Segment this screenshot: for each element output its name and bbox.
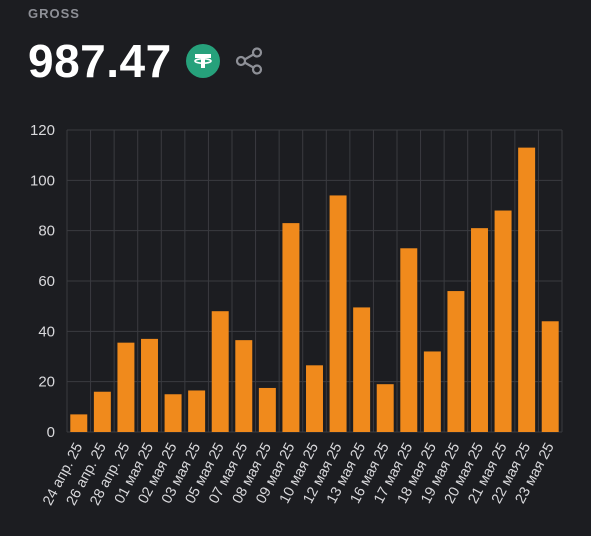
share-icon[interactable] bbox=[232, 44, 266, 78]
y-tick-label: 80 bbox=[38, 223, 55, 240]
y-tick-label: 100 bbox=[30, 172, 55, 189]
y-tick-label: 60 bbox=[38, 273, 55, 290]
bar bbox=[282, 223, 300, 432]
bar bbox=[518, 147, 536, 432]
gross-label: GROSS bbox=[28, 6, 80, 21]
bar bbox=[258, 387, 276, 432]
bar bbox=[188, 390, 206, 432]
y-tick-label: 20 bbox=[38, 374, 55, 391]
total-value: 987.47 bbox=[28, 35, 172, 87]
gross-chart: 0 20 40 60 80 100 120 24 апр. 25 26 апр. 25 28 ап… bbox=[0, 110, 591, 531]
bar bbox=[423, 351, 441, 432]
tether-icon bbox=[185, 44, 220, 78]
bar bbox=[306, 365, 323, 432]
bar bbox=[164, 394, 182, 432]
bar bbox=[376, 384, 394, 432]
bar bbox=[211, 311, 229, 432]
bar bbox=[494, 210, 512, 432]
y-tick-label: 40 bbox=[38, 323, 55, 340]
bar bbox=[541, 321, 559, 432]
bar bbox=[235, 340, 253, 432]
bar bbox=[117, 342, 135, 432]
bar bbox=[353, 307, 371, 432]
bar bbox=[471, 228, 488, 432]
bar bbox=[141, 338, 158, 432]
bar bbox=[93, 391, 111, 432]
y-tick-label: 120 bbox=[30, 122, 55, 139]
total-row: 987.47 bbox=[28, 34, 266, 88]
bar bbox=[329, 195, 347, 432]
bar bbox=[70, 414, 88, 432]
bar bbox=[447, 291, 465, 432]
bar bbox=[400, 248, 418, 432]
y-tick-label: 0 bbox=[47, 424, 55, 441]
